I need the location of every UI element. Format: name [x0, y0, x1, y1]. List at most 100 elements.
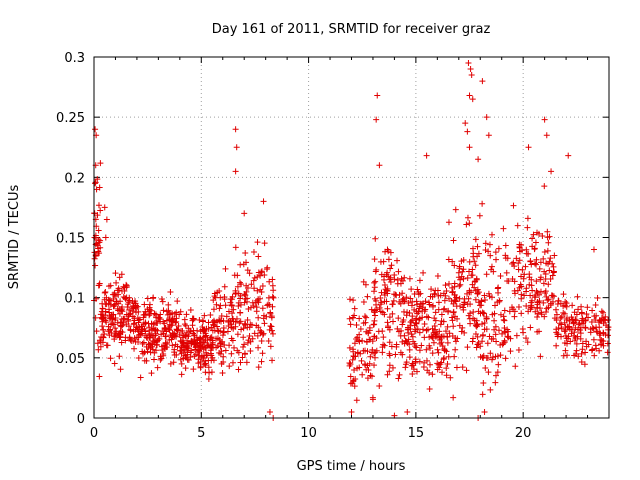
data-point — [582, 324, 589, 331]
data-point — [583, 311, 590, 318]
data-point — [514, 222, 521, 229]
data-point — [135, 308, 142, 315]
data-point — [605, 324, 612, 331]
data-point — [137, 374, 144, 381]
data-point — [268, 323, 275, 330]
data-point — [510, 202, 517, 209]
data-point — [354, 350, 361, 357]
data-point — [473, 317, 480, 324]
data-point — [406, 354, 413, 361]
data-point — [366, 324, 373, 331]
data-point — [497, 272, 504, 279]
data-point — [479, 354, 486, 361]
data-point — [594, 329, 601, 336]
data-point — [372, 278, 379, 285]
data-point — [101, 204, 108, 211]
data-point — [122, 337, 129, 344]
data-point — [573, 317, 580, 324]
y-tick-label: 0.3 — [64, 51, 85, 66]
data-point — [589, 346, 596, 353]
y-tick-label: 0.1 — [64, 292, 85, 307]
data-point — [153, 319, 160, 326]
data-point — [569, 316, 576, 323]
data-point — [106, 283, 113, 290]
data-point — [149, 343, 156, 350]
data-point — [371, 256, 378, 263]
data-point — [121, 315, 128, 322]
data-point — [200, 327, 207, 334]
data-point — [488, 263, 495, 270]
data-point — [572, 324, 579, 331]
data-point — [126, 335, 133, 342]
data-point — [124, 301, 131, 308]
data-point — [210, 306, 217, 313]
data-point — [560, 303, 567, 310]
data-point — [100, 326, 107, 333]
data-point — [444, 333, 451, 340]
data-point — [254, 239, 261, 246]
data-point — [202, 360, 209, 367]
data-point — [406, 275, 413, 282]
data-point — [427, 361, 433, 368]
data-point — [541, 183, 548, 190]
data-point — [248, 281, 255, 288]
data-point — [563, 300, 570, 307]
data-point — [492, 331, 499, 338]
data-point — [118, 307, 125, 314]
data-point — [465, 312, 472, 319]
data-point — [373, 116, 380, 123]
data-point — [578, 317, 585, 324]
data-point — [228, 324, 235, 331]
data-point — [463, 221, 470, 228]
data-point — [511, 287, 518, 294]
data-point — [469, 266, 476, 273]
data-point — [604, 332, 611, 339]
data-point — [442, 282, 449, 289]
data-point — [92, 262, 99, 269]
data-point — [412, 356, 419, 363]
data-point — [190, 316, 197, 323]
data-point — [459, 324, 466, 331]
data-point — [203, 332, 210, 339]
x-axis-label: GPS time / hours — [297, 459, 406, 474]
data-point — [528, 302, 535, 309]
data-point — [502, 255, 509, 262]
data-point — [204, 336, 211, 343]
data-point — [491, 317, 498, 324]
data-point — [99, 333, 106, 340]
data-point — [197, 328, 204, 335]
data-point — [359, 371, 366, 378]
data-point — [463, 367, 470, 374]
data-point — [201, 312, 208, 319]
data-point — [525, 250, 532, 257]
data-point — [537, 288, 544, 295]
data-point — [232, 244, 239, 251]
data-point — [371, 333, 378, 340]
data-point — [242, 320, 249, 327]
data-point — [135, 338, 142, 345]
data-point — [379, 344, 386, 351]
data-point — [350, 377, 357, 384]
data-point — [167, 289, 174, 296]
data-point — [139, 340, 146, 347]
data-point — [158, 295, 165, 302]
data-point — [584, 304, 591, 311]
data-point — [495, 327, 502, 334]
data-point — [532, 239, 539, 246]
data-point — [356, 331, 363, 338]
data-point — [577, 335, 584, 342]
data-point — [386, 368, 393, 375]
data-point — [260, 315, 267, 322]
data-point — [484, 340, 491, 347]
data-point — [97, 207, 104, 214]
data-point — [94, 176, 101, 183]
data-point — [377, 308, 384, 315]
data-point — [129, 313, 136, 320]
y-tick-label: 0 — [77, 412, 85, 427]
data-point — [112, 270, 119, 277]
data-point — [349, 380, 356, 387]
data-point — [409, 313, 416, 320]
data-point — [402, 364, 409, 371]
data-point — [373, 306, 380, 313]
data-point — [257, 272, 264, 279]
